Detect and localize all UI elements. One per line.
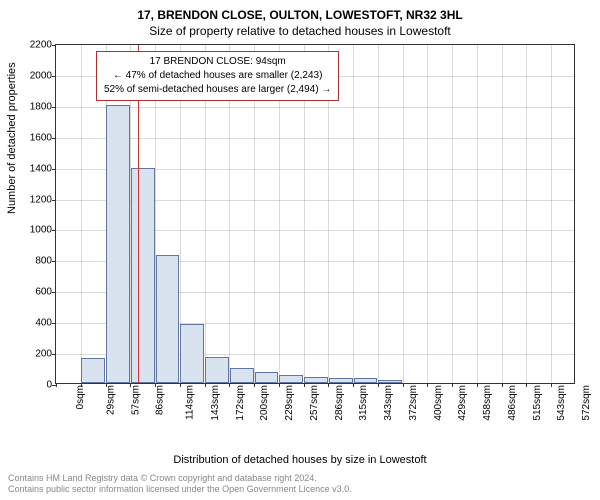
x-tick-label: 200sqm xyxy=(259,385,270,421)
histogram-bar xyxy=(156,255,180,383)
histogram-bar xyxy=(279,375,303,383)
y-tick-label: 2200 xyxy=(30,40,52,51)
gridline-vertical xyxy=(477,45,478,383)
y-axis-label: Number of detached properties xyxy=(6,62,18,214)
y-tick-label: 800 xyxy=(35,256,52,267)
footer-line: Contains HM Land Registry data © Crown c… xyxy=(8,473,352,485)
histogram-bar xyxy=(255,372,279,383)
x-tick-label: 458sqm xyxy=(482,385,493,421)
x-tick-label: 114sqm xyxy=(184,385,195,420)
histogram-bar xyxy=(81,358,105,383)
annotation-line: ← 47% of detached houses are smaller (2,… xyxy=(104,69,331,83)
x-tick-label: 486sqm xyxy=(507,385,518,421)
x-tick-label: 57sqm xyxy=(130,385,141,415)
histogram-bar xyxy=(230,368,254,383)
histogram-bar xyxy=(131,168,155,383)
gridline-vertical xyxy=(551,45,552,383)
y-tick-label: 2000 xyxy=(30,70,52,81)
x-tick-label: 257sqm xyxy=(309,385,320,421)
footer-attribution: Contains HM Land Registry data © Crown c… xyxy=(8,473,352,496)
gridline-horizontal xyxy=(56,107,574,108)
gridline-vertical xyxy=(502,45,503,383)
histogram-bar xyxy=(106,105,130,383)
y-tick-label: 400 xyxy=(35,318,52,329)
gridline-vertical xyxy=(378,45,379,383)
gridline-vertical xyxy=(353,45,354,383)
gridline-vertical xyxy=(452,45,453,383)
chart-title-sub: Size of property relative to detached ho… xyxy=(0,22,600,38)
chart-plot-area: 0200400600800100012001400160018002000220… xyxy=(55,44,575,384)
gridline-vertical xyxy=(526,45,527,383)
x-tick-label: 572sqm xyxy=(581,385,592,421)
gridline-vertical xyxy=(403,45,404,383)
x-tick-label: 315sqm xyxy=(358,385,369,421)
annotation-box: 17 BRENDON CLOSE: 94sqm ← 47% of detache… xyxy=(96,51,339,101)
x-tick-label: 515sqm xyxy=(532,385,543,421)
y-tick-label: 200 xyxy=(35,349,52,360)
gridline-vertical xyxy=(427,45,428,383)
annotation-line: 17 BRENDON CLOSE: 94sqm xyxy=(104,55,331,69)
x-tick-label: 543sqm xyxy=(557,385,568,421)
footer-line: Contains public sector information licen… xyxy=(8,484,352,496)
histogram-bar xyxy=(329,378,353,383)
y-tick-label: 1800 xyxy=(30,101,52,112)
histogram-bar xyxy=(205,357,229,383)
x-tick-label: 343sqm xyxy=(383,385,394,421)
x-tick-label: 229sqm xyxy=(284,385,295,421)
x-tick-label: 286sqm xyxy=(334,385,345,421)
x-axis-label: Distribution of detached houses by size … xyxy=(0,454,600,466)
x-tick-label: 143sqm xyxy=(210,385,221,421)
histogram-bar xyxy=(180,324,204,383)
histogram-bar xyxy=(378,380,402,383)
y-tick-label: 1600 xyxy=(30,132,52,143)
x-tick-label: 429sqm xyxy=(458,385,469,421)
histogram-bar xyxy=(354,378,378,383)
y-tick-label: 1000 xyxy=(30,225,52,236)
x-tick-label: 86sqm xyxy=(155,385,166,415)
chart-title-main: 17, BRENDON CLOSE, OULTON, LOWESTOFT, NR… xyxy=(0,0,600,22)
x-tick-label: 0sqm xyxy=(75,385,86,409)
annotation-line: 52% of semi-detached houses are larger (… xyxy=(104,83,331,97)
x-tick-label: 400sqm xyxy=(433,385,444,421)
y-tick-label: 600 xyxy=(35,287,52,298)
gridline-vertical xyxy=(81,45,82,383)
y-tick-label: 1400 xyxy=(30,163,52,174)
x-tick-label: 172sqm xyxy=(235,385,246,421)
x-tick-label: 29sqm xyxy=(105,385,116,415)
x-tick-label: 372sqm xyxy=(408,385,419,421)
gridline-horizontal xyxy=(56,138,574,139)
y-tick-label: 1200 xyxy=(30,194,52,205)
histogram-bar xyxy=(304,377,328,383)
